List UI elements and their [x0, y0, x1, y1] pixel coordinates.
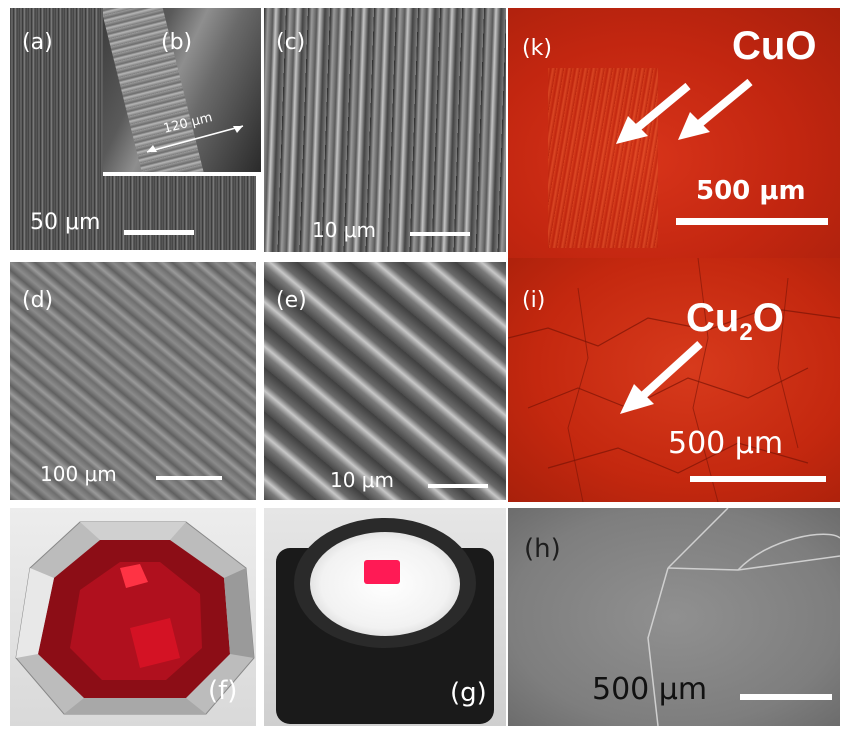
- cu2o-arrow: [620, 341, 703, 414]
- crack-network: [508, 258, 840, 502]
- cuo-phase-label: CuO: [732, 24, 817, 68]
- panel-h-grain-micrograph: (h) 500 μm: [508, 508, 840, 726]
- scale-text-i: 500 μm: [668, 426, 784, 461]
- panel-k-optical-cuo: (k) CuO 500 μm: [508, 8, 840, 258]
- panel-label-k: (k): [522, 36, 552, 61]
- panel-label-g: (g): [450, 678, 487, 708]
- panel-label-c: (c): [276, 30, 306, 55]
- scale-text-c: 10 μm: [312, 218, 377, 242]
- scale-text-k-value: 500 μm: [696, 176, 806, 206]
- panel-label-h: (h): [524, 534, 561, 564]
- panel-label-d: (d): [22, 288, 54, 313]
- cu2o-main: Cu: [686, 296, 740, 340]
- scale-text-h: 500 μm: [592, 672, 708, 707]
- grain-boundaries: [647, 508, 840, 726]
- panel-label-b: (b): [161, 30, 193, 55]
- scale-bar-a: [124, 230, 194, 235]
- cuo-texture-band: [548, 68, 658, 248]
- cuo-arrow-2: [678, 78, 753, 140]
- panel-f-ruby-gem-photo: (f): [10, 508, 256, 726]
- scale-bar-i: [690, 476, 826, 482]
- scale-text-k: 500 μm: [696, 176, 806, 206]
- panel-label-i: (i): [522, 288, 546, 313]
- scale-bar-h: [740, 694, 832, 700]
- scale-bar-c: [410, 232, 470, 236]
- measure-arrow-b: [146, 125, 244, 153]
- panel-label-a: (a): [22, 30, 53, 55]
- panel-b-inset-sem: (b) 120 μm: [103, 8, 265, 176]
- scale-bar-k: [676, 218, 828, 225]
- cuo-arrow-1: [616, 82, 691, 144]
- panel-c-sem-image: (c) 10 μm: [264, 8, 506, 252]
- light-window: [310, 532, 460, 636]
- cu2o-phase-label: Cu2O: [686, 296, 784, 347]
- cu2o-tail: O: [752, 296, 784, 340]
- panel-d-sem-image: (d) 100 μm: [10, 262, 256, 500]
- panel-g-crystal-holder-photo: (g): [264, 508, 506, 726]
- scale-bar-d: [156, 476, 222, 480]
- ruby-gem: [15, 521, 255, 715]
- panel-e-sem-image: (e) 10 μm: [264, 262, 506, 500]
- panel-label-f: (f): [208, 676, 238, 706]
- scale-text-d: 100 μm: [40, 462, 117, 486]
- scale-bar-e: [428, 484, 488, 488]
- panel-label-e: (e): [276, 288, 307, 313]
- cu2o-subscript: 2: [739, 319, 753, 346]
- scale-text-a: 50 μm: [30, 210, 101, 235]
- scale-text-e: 10 μm: [330, 468, 395, 492]
- panel-i-optical-cu2o: (i) Cu2O 500 μm: [508, 258, 840, 502]
- ruby-crystal: [364, 560, 400, 584]
